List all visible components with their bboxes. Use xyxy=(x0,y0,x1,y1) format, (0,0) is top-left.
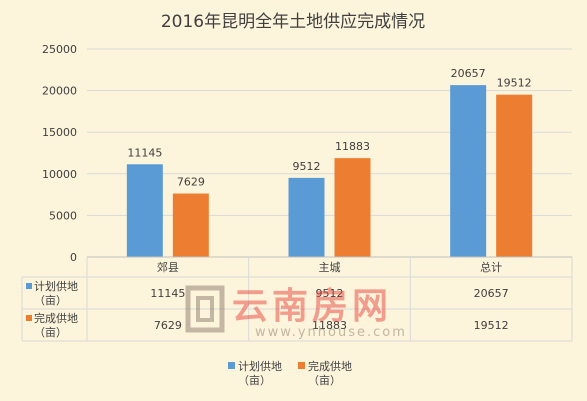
data-label: 20657 xyxy=(451,67,486,80)
table-cell-value: 7629 xyxy=(154,319,182,332)
chart-title: 2016年昆明全年土地供应完成情况 xyxy=(161,12,425,32)
y-tick-label: 25000 xyxy=(42,43,77,56)
data-label: 7629 xyxy=(177,176,205,189)
x-tick-label: 主城 xyxy=(319,261,341,274)
table-row-header: （亩） xyxy=(34,325,67,339)
y-tick-label: 5000 xyxy=(49,209,77,222)
bar xyxy=(496,94,533,257)
data-label: 19512 xyxy=(497,77,532,90)
x-tick-label: 郊县 xyxy=(157,261,179,274)
table-cell-value: 11145 xyxy=(150,287,185,300)
watermark-url: www.ynhouse.com xyxy=(255,325,407,340)
bar xyxy=(334,158,371,257)
data-label: 11145 xyxy=(127,146,162,159)
legend-label: 完成供地 xyxy=(308,359,352,373)
table-row-header: 完成供地 xyxy=(34,311,78,325)
watermark-text: 云南房网 xyxy=(232,286,392,327)
table-cell-value: 11883 xyxy=(312,319,347,332)
y-tick-label: 10000 xyxy=(42,168,77,181)
table-legend-key xyxy=(26,283,32,289)
legend-swatch xyxy=(228,362,235,369)
legend-label: （亩） xyxy=(308,373,341,387)
y-tick-label: 0 xyxy=(70,251,77,264)
bar xyxy=(172,193,209,257)
data-label: 9512 xyxy=(293,160,321,173)
legend-label: （亩） xyxy=(238,373,271,387)
table-cell-value: 9512 xyxy=(316,287,344,300)
table-cell-value: 20657 xyxy=(474,287,509,300)
x-tick-label: 总计 xyxy=(480,260,502,274)
watermark-logo-icon xyxy=(185,285,225,333)
bar xyxy=(450,85,487,257)
table-row-header: 计划供地 xyxy=(34,279,78,293)
y-tick-label: 20000 xyxy=(42,85,77,98)
table-legend-key xyxy=(26,315,32,321)
bar xyxy=(126,164,163,257)
table-row-header: （亩） xyxy=(34,293,67,307)
legend-swatch xyxy=(298,362,305,369)
y-tick-label: 15000 xyxy=(42,126,77,139)
legend-label: 计划供地 xyxy=(238,359,282,373)
bar xyxy=(288,177,325,257)
table-cell-value: 19512 xyxy=(474,319,509,332)
data-label: 11883 xyxy=(335,140,370,153)
watermark-logo-icon xyxy=(196,296,214,322)
